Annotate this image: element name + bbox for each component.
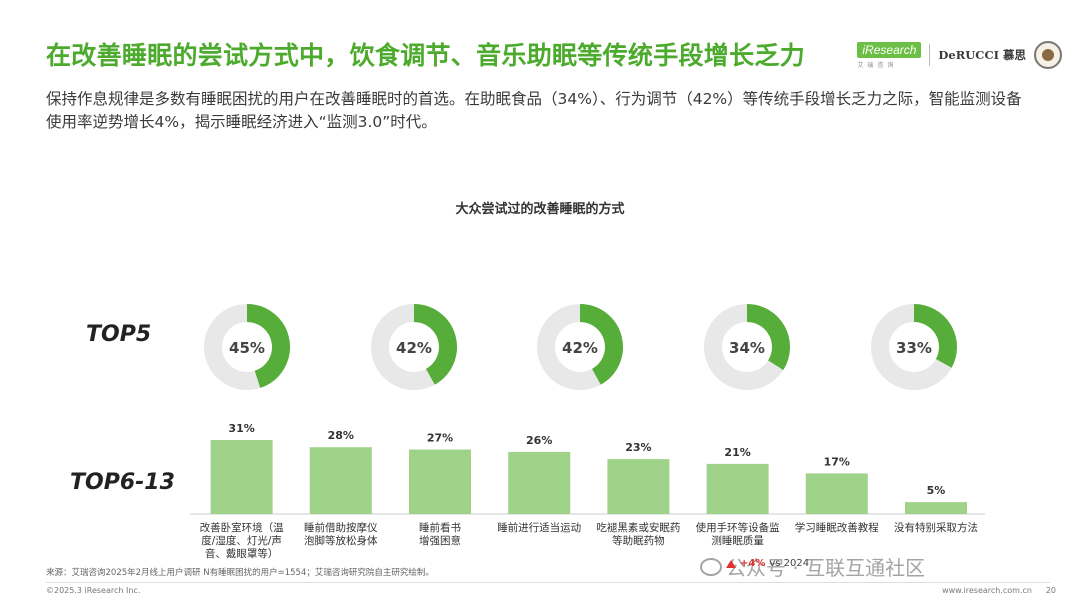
- seal-icon: [1034, 41, 1062, 69]
- donut-value-label: 33%: [896, 339, 932, 357]
- source-note: 来源：艾瑞咨询2025年2月线上用户调研 N有睡眠困扰的用户=1554；艾瑞咨询…: [46, 568, 434, 578]
- logo-area: iResearch 艾瑞咨询 DeRUCCI 慕思: [857, 40, 1062, 70]
- footer-divider: [46, 582, 1050, 583]
- bar-value-label: 26%: [526, 434, 552, 447]
- page-title: 在改善睡眠的尝试方式中，饮食调节、音乐助眠等传统手段增长乏力: [46, 41, 806, 70]
- growth-callout: +4% vs 2024: [726, 558, 809, 569]
- donut-value-label: 42%: [562, 339, 598, 357]
- watermark: 公众号 · 互联互通社区: [700, 552, 925, 581]
- iresearch-logo-text: iResearch: [857, 41, 922, 58]
- logo-divider: [929, 44, 931, 66]
- page-number: 20: [1045, 586, 1056, 595]
- bar: [905, 502, 967, 514]
- donut-segment: [579, 304, 623, 385]
- bar-value-label: 27%: [427, 432, 453, 445]
- top5-label: TOP5: [86, 322, 152, 347]
- page-subtitle: 保持作息规律是多数有睡眠困扰的用户在改善睡眠时的首选。在助眠食品（34%）、行为…: [46, 90, 1022, 131]
- copyright: ©2025.3 iResearch Inc.: [46, 586, 141, 595]
- bar-category-label: 睡前进行适当运动: [497, 521, 581, 534]
- bar: [607, 459, 670, 514]
- growth-compare: vs 2024: [769, 558, 810, 569]
- iresearch-logo: iResearch 艾瑞咨询: [857, 41, 922, 69]
- donut-segment: [746, 304, 790, 371]
- bar-value-label: 28%: [328, 429, 354, 442]
- iresearch-logo-sub: 艾瑞咨询: [857, 61, 898, 69]
- bar-category-label: 吃褪黑素或安眠药等助眠药物: [596, 521, 680, 547]
- donut-value-label: 34%: [729, 339, 765, 357]
- donut-segment: [246, 304, 290, 388]
- bar: [706, 463, 769, 514]
- chart-title: 大众尝试过的改善睡眠的方式: [455, 202, 625, 217]
- bar: [409, 449, 471, 514]
- bar-value-label: 17%: [824, 455, 850, 468]
- growth-value: +4%: [740, 558, 766, 569]
- top6-label: TOP6-13: [70, 470, 175, 495]
- up-arrow-icon: [726, 559, 736, 568]
- bar: [309, 447, 372, 514]
- website: www.iresearch.com.cn: [942, 586, 1032, 595]
- bar-category-label: 睡前借助按摩仪泡脚等放松身体: [304, 521, 378, 547]
- bar-category-label: 改善卧室环境（温度/湿度、灯光/声音、戴眼罩等）: [200, 521, 284, 560]
- donut-segment: [913, 304, 957, 368]
- wechat-icon: [700, 558, 722, 576]
- bar-value-label: 31%: [228, 422, 254, 435]
- bar-value-label: 5%: [927, 484, 946, 497]
- bar-value-label: 21%: [724, 446, 750, 459]
- bar-category-label: 没有特别采取方法: [894, 521, 978, 534]
- derucci-logo: DeRUCCI 慕思: [938, 48, 1026, 62]
- bar-value-label: 23%: [625, 441, 651, 454]
- donut-value-label: 45%: [229, 339, 265, 357]
- bar: [508, 451, 571, 514]
- donut-segment: [413, 304, 457, 385]
- donut-value-label: 42%: [396, 339, 432, 357]
- bar: [210, 440, 273, 514]
- bar-category-label: 使用手环等设备监测睡眠质量: [696, 521, 780, 547]
- watermark-text: 公众号 · 互联互通社区: [726, 556, 926, 580]
- bar-category-label: 学习睡眠改善教程: [795, 521, 879, 534]
- bar-category-label: 睡前看书增强困意: [419, 521, 461, 547]
- bar: [805, 473, 868, 514]
